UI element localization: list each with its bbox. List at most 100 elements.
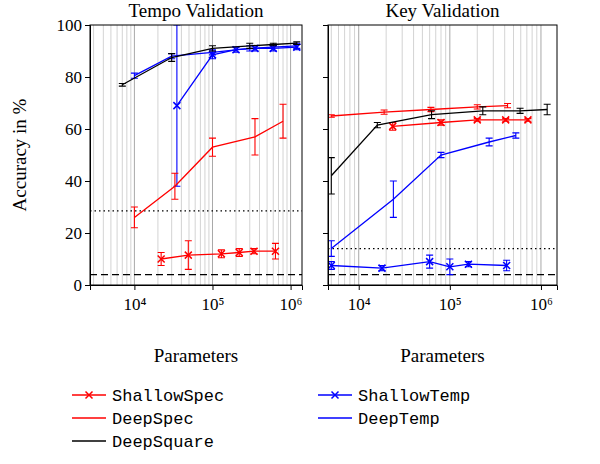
- error-bar: [218, 250, 225, 258]
- x-tick: 10⁶: [280, 285, 303, 314]
- x-tick: 10⁵: [439, 285, 462, 314]
- minor-grid-line: [195, 25, 196, 285]
- panel-0: 10⁴10⁵10⁶020406080100Tempo ValidationPar…: [9, 0, 303, 366]
- minor-grid-line: [278, 25, 279, 285]
- y-tick-mark: [85, 285, 90, 286]
- error-bar: [389, 123, 396, 131]
- marker: [251, 248, 258, 255]
- series-line: [331, 262, 506, 269]
- error-bar: [168, 54, 175, 62]
- minor-grid-line: [513, 25, 514, 285]
- minor-grid-line: [445, 25, 446, 285]
- legend-entry: DeepSpec: [72, 410, 194, 429]
- series-1: [328, 255, 510, 275]
- minor-grid-line: [520, 25, 521, 285]
- y-tick: 80: [65, 68, 90, 87]
- error-bar: [544, 104, 551, 114]
- y-axis-title: Accuracy in %: [9, 98, 30, 211]
- legend-marker: [332, 392, 339, 399]
- panel-1: 10⁴10⁵10⁶Key ValidationParameters: [323, 0, 558, 366]
- legend-swatch: [72, 417, 106, 418]
- marker: [474, 116, 481, 123]
- error-bar: [173, 25, 180, 186]
- legend-label: ShallowTemp: [358, 387, 470, 406]
- error-bar: [465, 262, 472, 267]
- legend-entry: ShallowSpec: [72, 387, 224, 406]
- minor-grid-line: [493, 25, 494, 285]
- error-bar: [293, 42, 300, 45]
- grid-line: [134, 25, 135, 285]
- marker: [272, 248, 279, 255]
- y-tick: [323, 233, 328, 234]
- y-tick-label: 100: [57, 16, 83, 35]
- error-bar: [251, 119, 258, 155]
- x-axis-title: Parameters: [154, 345, 238, 366]
- series-line: [134, 121, 283, 217]
- legend-entry: ShallowTemp: [318, 387, 470, 406]
- minor-grid-line: [208, 25, 209, 285]
- series-line: [177, 47, 297, 106]
- error-bar: [390, 181, 397, 217]
- minor-grid-line: [110, 25, 111, 285]
- x-tick-mark: [450, 285, 451, 290]
- minor-grid-line: [536, 25, 537, 285]
- error-bar: [512, 133, 519, 138]
- legend-marker: [86, 392, 93, 399]
- x-axis-line: [91, 286, 303, 291]
- y-tick-mark: [323, 181, 328, 182]
- legend-swatch: [72, 440, 106, 441]
- x-tick-label: 10⁴: [123, 295, 146, 314]
- chart-root: 10⁴10⁵10⁶020406080100Tempo ValidationPar…: [0, 0, 600, 464]
- minor-grid-line: [283, 25, 284, 285]
- legend-label: DeepSquare: [112, 433, 214, 452]
- error-bar: [209, 46, 216, 51]
- grid-x: [331, 25, 541, 285]
- minor-grid-line: [236, 25, 237, 285]
- legend-entry: DeepTemp: [318, 410, 440, 429]
- marker: [236, 249, 243, 256]
- y-tick: [323, 285, 328, 286]
- marker: [328, 262, 335, 269]
- y-tick-label: 60: [65, 120, 82, 139]
- baseline: [328, 248, 557, 249]
- minor-grid-line: [435, 25, 436, 285]
- series-4: [328, 104, 551, 194]
- error-bar: [251, 249, 258, 254]
- marker: [218, 250, 225, 257]
- x-tick-mark: [291, 285, 292, 290]
- x-axis: 10⁴ 10⁵ 10⁶: [91, 285, 303, 314]
- x-tick: 10⁴: [123, 285, 146, 314]
- error-bar: [517, 108, 524, 113]
- minor-grid-line: [402, 25, 403, 285]
- x-tick: 10⁵: [202, 285, 225, 314]
- error-bar: [119, 84, 126, 87]
- error-bar: [446, 259, 453, 275]
- marker: [438, 119, 445, 126]
- minor-grid-line: [429, 25, 430, 285]
- baseline: [90, 210, 302, 211]
- marker: [465, 261, 472, 268]
- y-tick-mark: [85, 181, 90, 182]
- x-axis: 10⁴10⁵10⁶: [329, 285, 558, 314]
- legend: ShallowSpec ShallowTemp DeepSpec DeepTemp De…: [72, 387, 470, 452]
- minor-grid-line: [477, 25, 478, 285]
- error-bar: [503, 260, 510, 270]
- x-axis-title: Parameters: [400, 345, 484, 366]
- minor-grid-line: [287, 25, 288, 285]
- y-tick: [323, 25, 328, 26]
- x-tick-label: 10⁴: [348, 295, 371, 314]
- y-tick-label: 80: [65, 68, 82, 87]
- error-bar: [171, 173, 178, 199]
- error-bar: [426, 255, 433, 268]
- x-tick-label: 10⁵: [439, 295, 462, 314]
- series-line: [331, 136, 516, 249]
- error-bar: [131, 207, 138, 228]
- y-tick-mark: [323, 129, 328, 130]
- error-bar: [486, 138, 493, 146]
- plot-area: [328, 104, 557, 275]
- error-bar: [438, 120, 445, 125]
- minor-grid-line: [259, 25, 260, 285]
- y-tick-mark: [85, 129, 90, 130]
- marker: [389, 123, 396, 130]
- title: Tempo Validation: [129, 0, 264, 21]
